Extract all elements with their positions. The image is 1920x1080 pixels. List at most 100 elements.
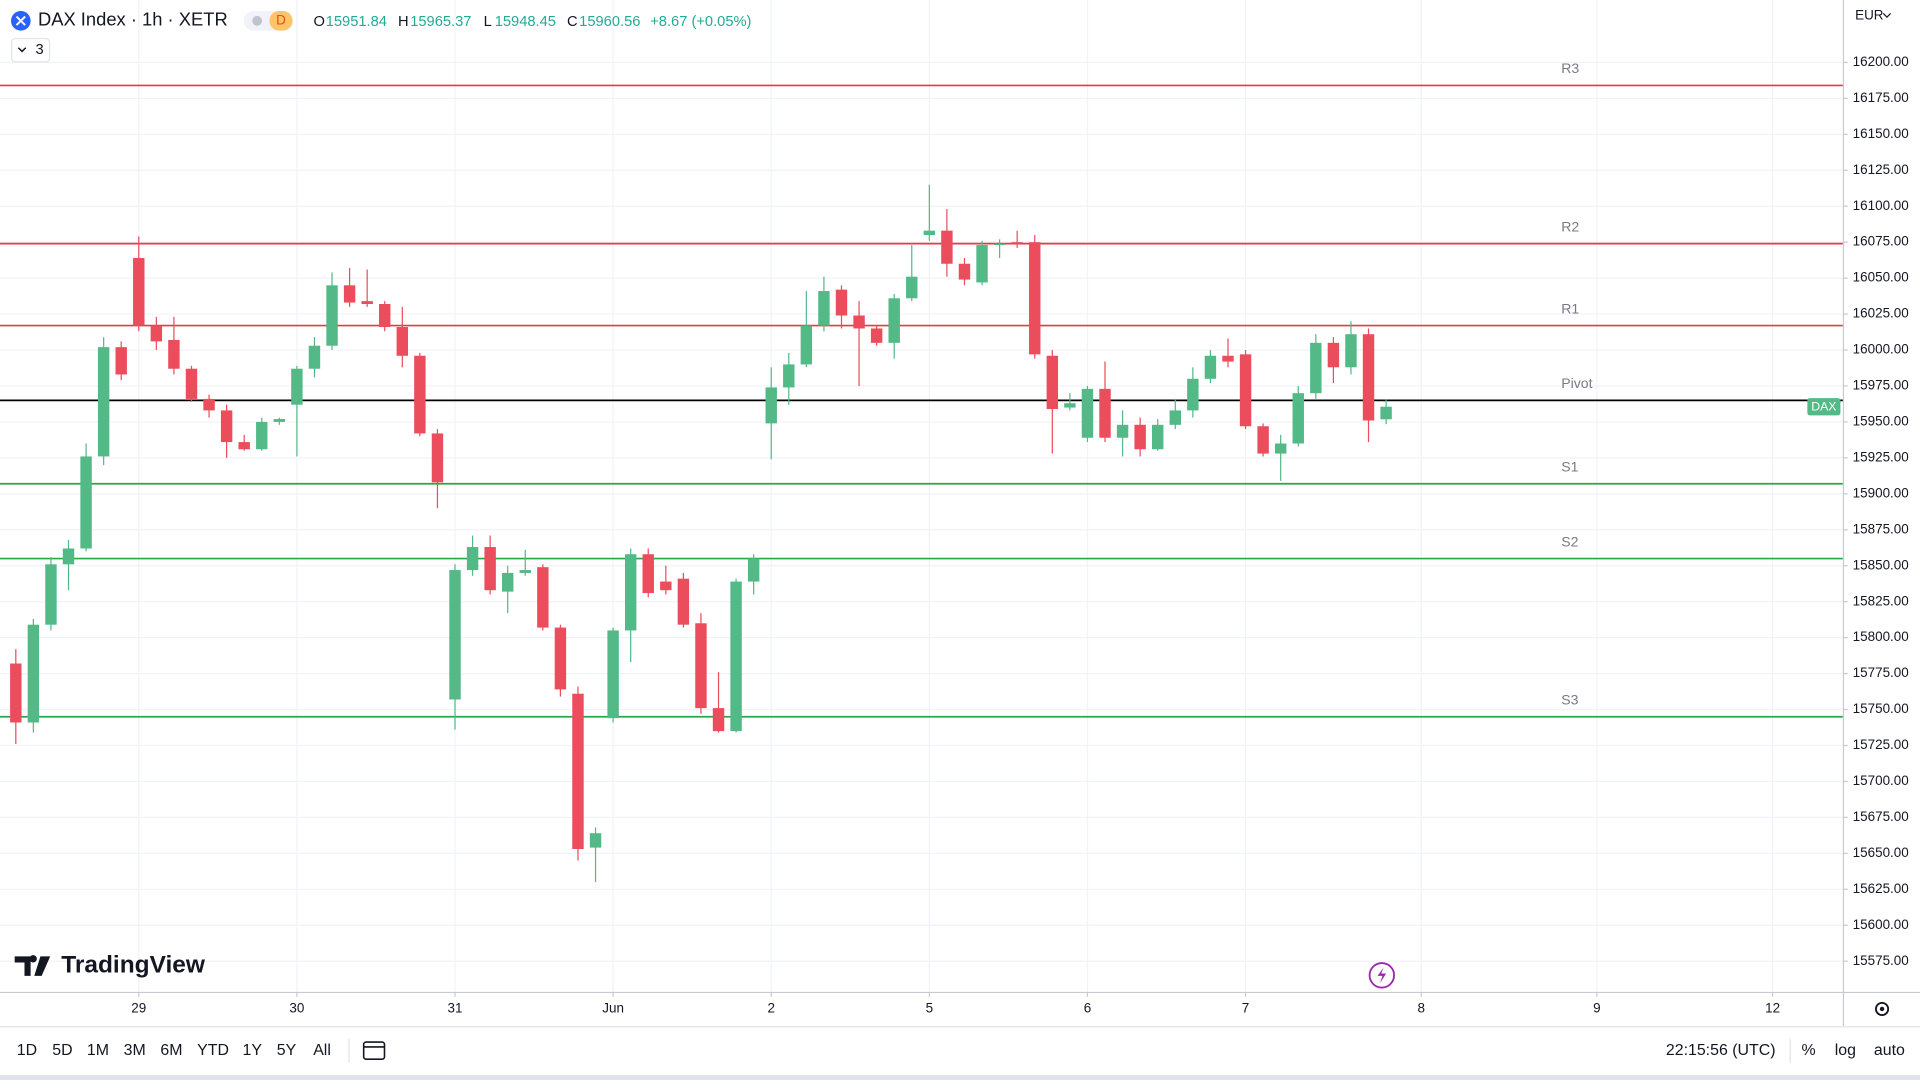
- auto-toggle[interactable]: auto: [1874, 1042, 1905, 1059]
- change: +8.67 (+0.05%): [650, 14, 751, 30]
- y-tick-label: 16175.00: [1853, 90, 1909, 105]
- high-label: H: [398, 14, 409, 30]
- x-tick-label: 12: [1765, 1001, 1780, 1016]
- range-button[interactable]: 1D: [17, 1042, 37, 1059]
- candle-body: [1169, 410, 1181, 425]
- y-tick-label: 16200.00: [1853, 54, 1909, 69]
- candle-body: [62, 548, 75, 565]
- y-tick-label: 16050.00: [1853, 270, 1909, 285]
- x-tick-label: 9: [1593, 1001, 1600, 1016]
- candle-body: [431, 433, 444, 483]
- y-tick-label: 16075.00: [1853, 234, 1909, 249]
- level-label: R2: [1561, 218, 1579, 234]
- grid: [0, 0, 1843, 992]
- price-label-box: [1807, 398, 1841, 416]
- range-button[interactable]: YTD: [197, 1042, 229, 1059]
- y-tick-label: 15825.00: [1853, 593, 1909, 608]
- candle-body: [888, 298, 900, 343]
- levels: R3 R2 R1 Pivot S1 S2 S3: [0, 60, 1843, 718]
- clock[interactable]: 22:15:56 (UTC): [1666, 1042, 1776, 1059]
- candle-body: [291, 368, 303, 405]
- y-tick-label: 15750.00: [1853, 701, 1909, 716]
- candle-body: [1274, 443, 1287, 454]
- percent-toggle[interactable]: %: [1801, 1042, 1815, 1059]
- candle-body: [203, 398, 215, 411]
- candle-body: [1204, 355, 1217, 379]
- date-range-icon[interactable]: [362, 1041, 386, 1060]
- candle-body: [414, 355, 426, 434]
- candle-body: [677, 578, 690, 625]
- y-tick-label: 15625.00: [1853, 881, 1909, 896]
- y-tick-label: 16125.00: [1853, 162, 1909, 177]
- candle-body: [589, 833, 602, 848]
- candle-body: [466, 547, 479, 571]
- currency-chevron: [1882, 13, 1892, 19]
- open-label: O: [313, 14, 324, 30]
- level-label: S1: [1561, 459, 1578, 475]
- candle-body: [1011, 242, 1023, 244]
- range-button[interactable]: 6M: [160, 1042, 182, 1059]
- candle-body: [870, 328, 883, 343]
- range-button[interactable]: 3M: [124, 1042, 146, 1059]
- y-tick-label: 15850.00: [1853, 557, 1909, 572]
- candle-body: [923, 230, 936, 235]
- bottom-strip: [0, 1075, 1920, 1080]
- x-tick-label: 30: [289, 1001, 304, 1016]
- candle-body: [642, 554, 654, 594]
- range-button[interactable]: 5D: [52, 1042, 72, 1059]
- candle-body: [343, 285, 356, 303]
- candle-body: [1362, 334, 1375, 421]
- y-tick-label: 15975.00: [1853, 378, 1909, 393]
- candle-body: [1292, 393, 1304, 444]
- candle-body: [45, 564, 57, 625]
- level-label: S2: [1561, 533, 1578, 549]
- candles: [10, 184, 1392, 883]
- candle-body: [1152, 424, 1164, 450]
- y-tick-label: 15575.00: [1853, 953, 1909, 968]
- settings-icon[interactable]: [1875, 1001, 1890, 1017]
- range-button[interactable]: 1Y: [243, 1042, 263, 1059]
- candle-body: [747, 558, 760, 582]
- y-tick-label: 15600.00: [1853, 917, 1909, 932]
- y-tick-label: 15875.00: [1853, 521, 1909, 536]
- x-tick-label: 31: [448, 1001, 463, 1016]
- range-button[interactable]: 5Y: [277, 1042, 297, 1059]
- y-tick-label: 15650.00: [1853, 845, 1909, 860]
- candle-body: [238, 442, 250, 450]
- y-tick-label: 15675.00: [1853, 809, 1909, 824]
- x-tick-label: 29: [131, 1001, 146, 1016]
- brand-logo: [14, 955, 51, 976]
- y-tick-label: 16100.00: [1853, 198, 1909, 213]
- candle-body: [133, 257, 145, 326]
- candle-body: [27, 624, 40, 723]
- candle-body: [326, 285, 338, 346]
- price-label: DAX: [1811, 400, 1836, 414]
- candle-body: [379, 304, 391, 328]
- candle-body: [1134, 424, 1146, 450]
- y-tick-label: 15725.00: [1853, 737, 1909, 752]
- candle-body: [783, 364, 795, 388]
- candle-body: [1310, 342, 1322, 394]
- indicator-toggle[interactable]: [11, 37, 51, 63]
- candle-body: [308, 345, 321, 369]
- log-toggle[interactable]: log: [1835, 1042, 1856, 1059]
- y-tick-label: 16025.00: [1853, 306, 1909, 321]
- candle-body: [1099, 388, 1111, 438]
- y-tick-label: 16150.00: [1853, 126, 1909, 141]
- candle-body: [1380, 406, 1392, 420]
- x-tick-label: Jun: [602, 1001, 624, 1016]
- x-tick-label: 7: [1242, 1001, 1249, 1016]
- range-button[interactable]: 1M: [87, 1042, 109, 1059]
- candle-body: [976, 245, 988, 283]
- symbol-title[interactable]: DAX Index · 1h · XETR: [38, 9, 228, 30]
- candle-body: [818, 291, 830, 326]
- candle-body: [220, 410, 233, 443]
- range-button[interactable]: All: [313, 1042, 331, 1059]
- candle-body: [765, 387, 777, 424]
- high-value: 15965.37: [410, 14, 471, 30]
- candle-body: [853, 315, 865, 329]
- currency[interactable]: EUR: [1855, 7, 1884, 22]
- candle-body: [941, 230, 953, 264]
